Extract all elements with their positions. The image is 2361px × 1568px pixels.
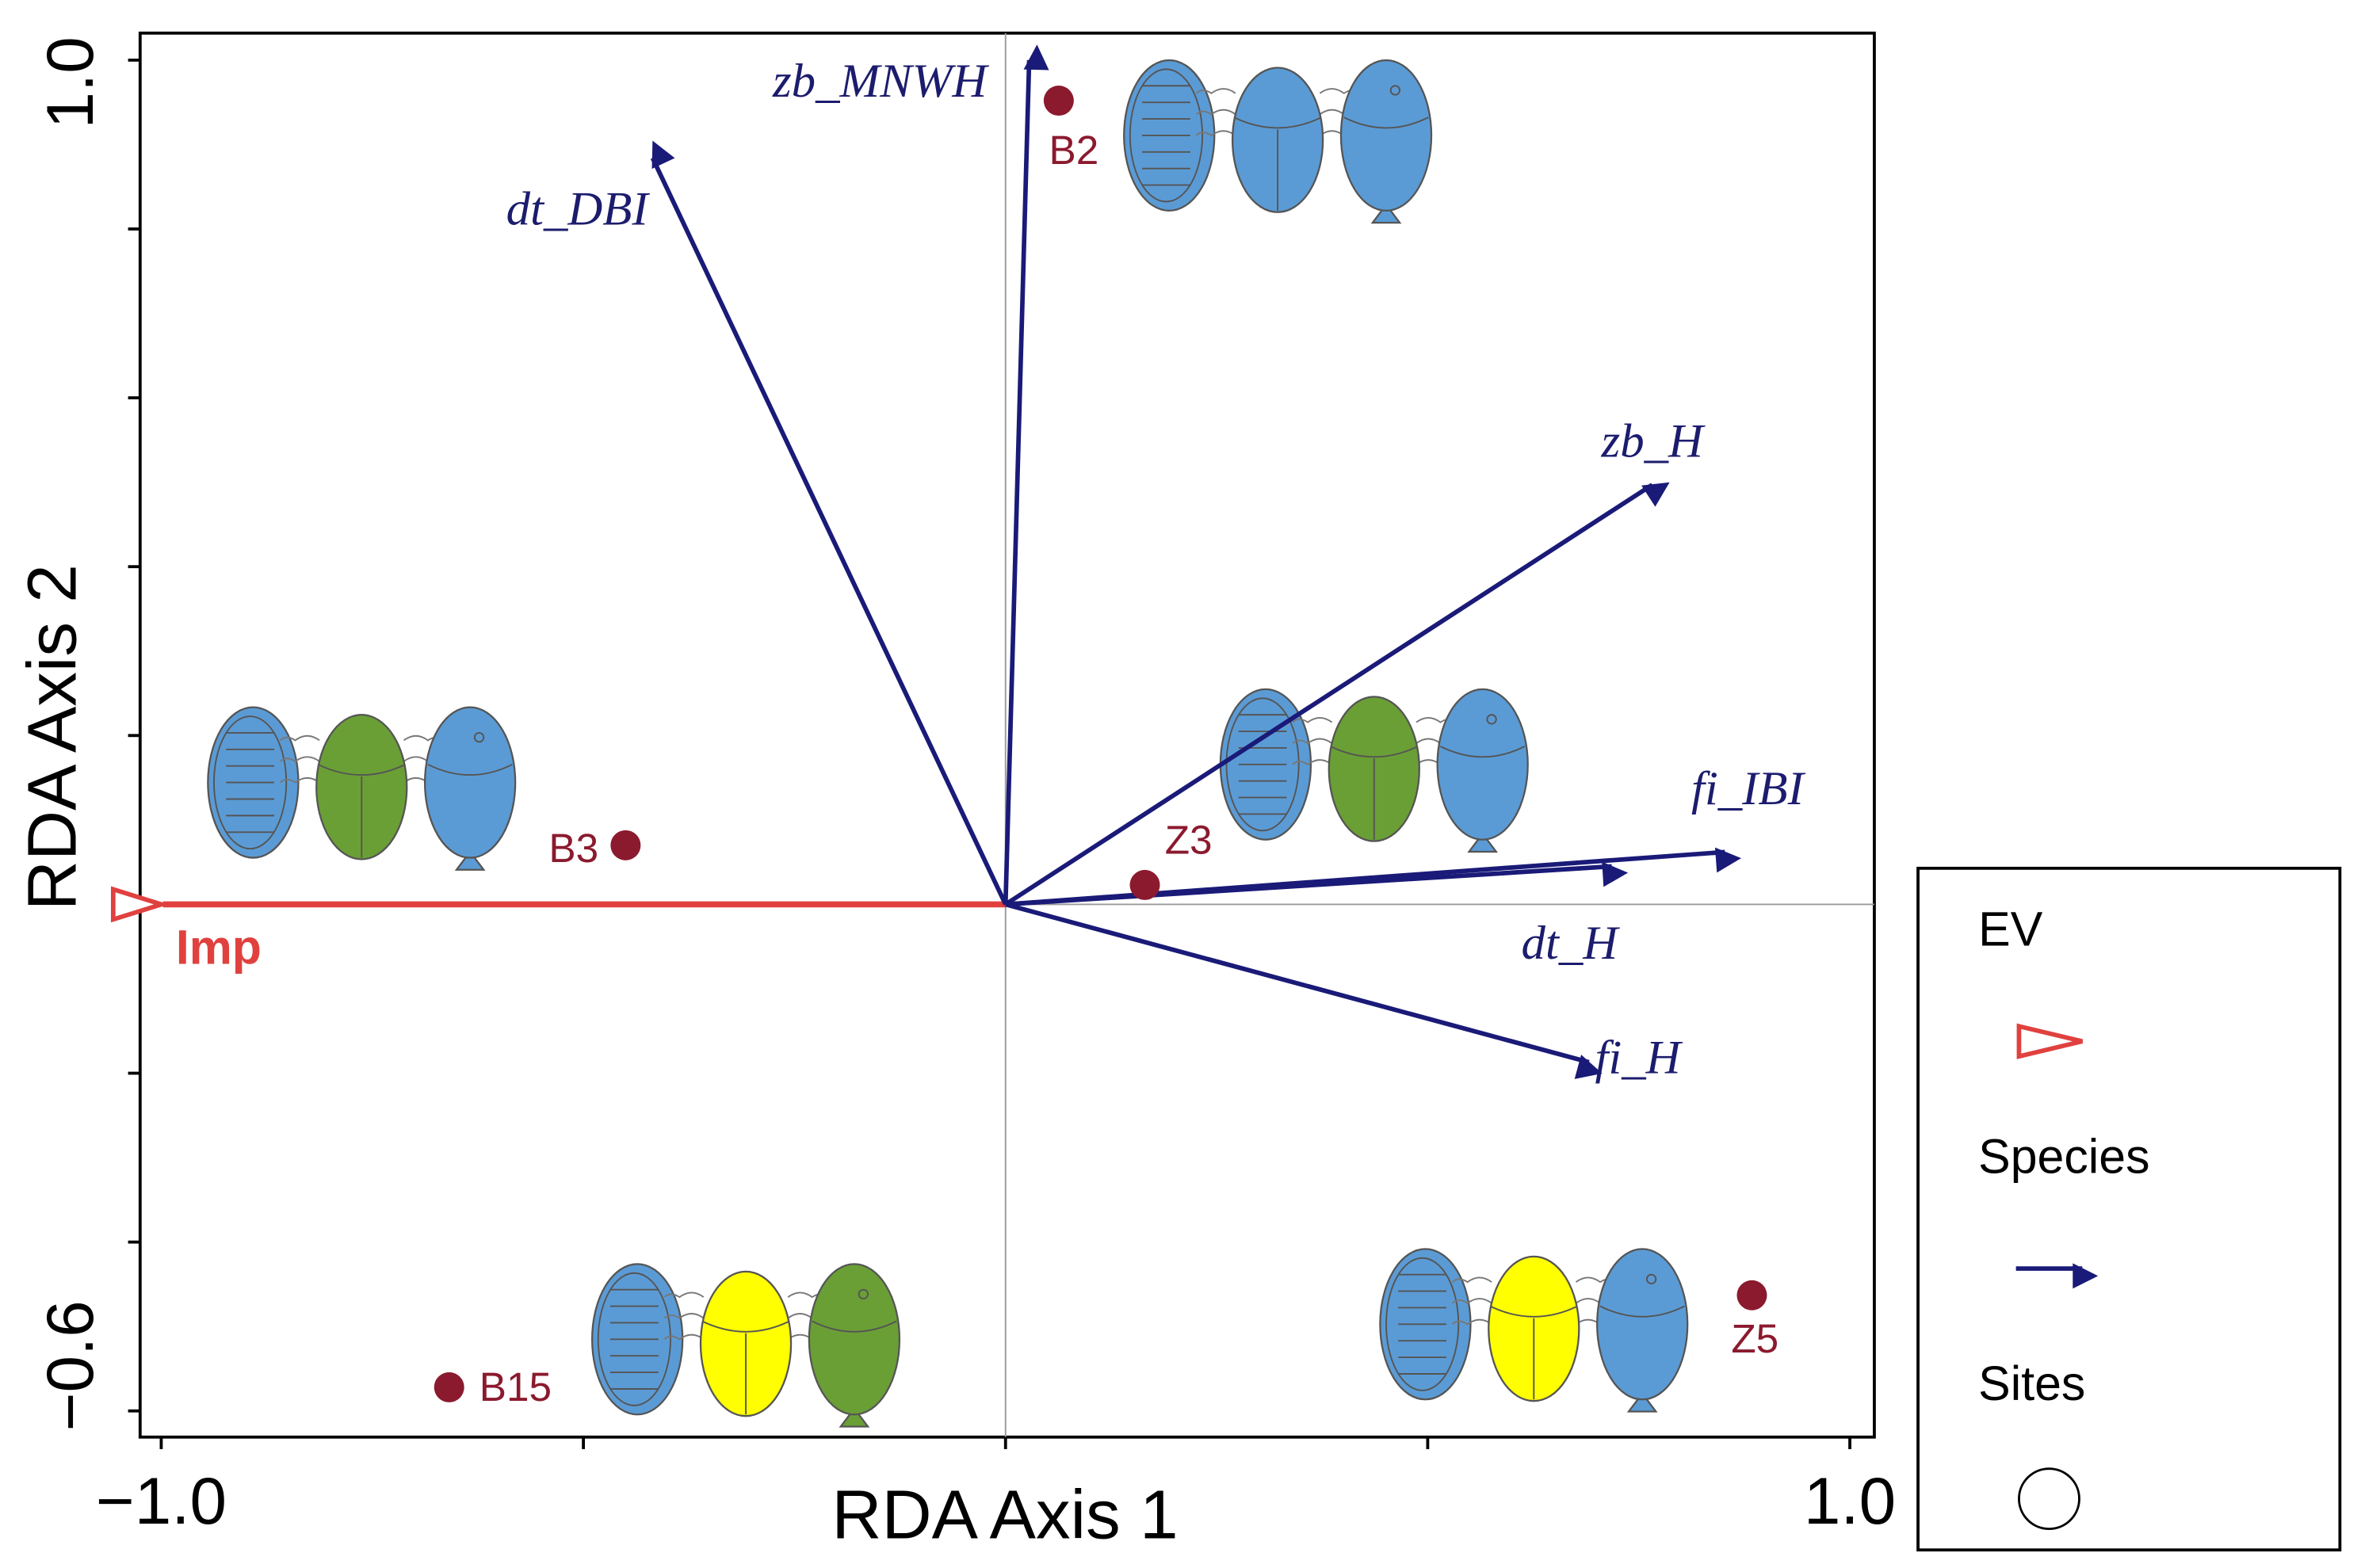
site-label: Z3 xyxy=(1165,817,1213,862)
y-tick-label: 1.0 xyxy=(32,36,107,128)
legend-symbol xyxy=(2018,1467,2080,1531)
icon-leg xyxy=(663,1333,705,1341)
species-label: dt_DBI xyxy=(506,183,651,236)
organism-icon xyxy=(663,1270,828,1417)
icon-eye xyxy=(1486,714,1497,725)
icon-line xyxy=(812,1320,897,1333)
site-label: B2 xyxy=(1049,128,1098,173)
site-label: B3 xyxy=(548,826,598,871)
legend-label: EV xyxy=(1978,902,2043,956)
icon-inner xyxy=(1225,697,1300,832)
site-point xyxy=(434,1372,464,1402)
icon-line xyxy=(701,1320,790,1415)
icon-eye xyxy=(1645,1273,1657,1284)
icon-leg xyxy=(663,1313,705,1319)
icon-body xyxy=(808,1263,901,1416)
organism-icon xyxy=(1596,1248,1689,1413)
organism-icon xyxy=(808,1263,901,1428)
site-point xyxy=(1129,869,1160,900)
site-point xyxy=(610,830,641,860)
icon-eye xyxy=(473,731,485,743)
icon-tail xyxy=(1370,203,1402,224)
icon-body xyxy=(1436,688,1529,841)
icon-line xyxy=(1440,746,1526,758)
site-label: B15 xyxy=(479,1364,552,1410)
legend-box xyxy=(1916,866,2342,1552)
icon-inner xyxy=(213,715,288,850)
icon-leg xyxy=(1451,1318,1492,1326)
y-tick-label: −0.6 xyxy=(32,1300,107,1431)
organism-icon xyxy=(590,1263,684,1416)
organism-icon xyxy=(207,706,300,859)
legend-label: Species xyxy=(1978,1129,2149,1183)
icon-leg xyxy=(1451,1276,1492,1284)
organism-icon xyxy=(1292,696,1457,842)
x-tick-label: 1.0 xyxy=(1804,1463,1896,1538)
organism-icon xyxy=(1451,1255,1616,1402)
icon-leg xyxy=(279,756,320,763)
icon-eye xyxy=(858,1288,869,1299)
organism-icon xyxy=(423,706,517,871)
icon-leg xyxy=(1195,109,1236,116)
icon-leg xyxy=(1292,716,1333,723)
icon-inner xyxy=(597,1272,671,1406)
icon-line xyxy=(1343,116,1429,129)
organism-icon xyxy=(1379,1248,1472,1401)
species-arrow xyxy=(1004,902,1603,1079)
icon-leg xyxy=(279,776,320,784)
legend-label: Sites xyxy=(1978,1356,2085,1410)
species-label: zb_H xyxy=(1601,414,1706,467)
site-label: Z5 xyxy=(1731,1316,1778,1361)
icon-leg xyxy=(1292,738,1333,745)
icon-leg xyxy=(663,1291,705,1299)
icon-tail xyxy=(1467,832,1499,853)
x-axis-label: RDA Axis 1 xyxy=(831,1475,1178,1553)
icon-leg xyxy=(1195,130,1236,137)
organism-icon xyxy=(1436,688,1529,853)
icon-tail xyxy=(1626,1391,1658,1413)
icon-body xyxy=(1339,59,1433,212)
icon-line xyxy=(1489,1305,1578,1400)
species-arrow xyxy=(1003,44,1049,905)
icon-leg xyxy=(279,734,320,742)
icon-tail xyxy=(454,850,486,871)
species-arrow xyxy=(1005,861,1629,907)
organism-icon xyxy=(1123,59,1216,212)
plot-frame xyxy=(138,31,1876,1439)
site-point xyxy=(1043,86,1074,116)
icon-inner xyxy=(1129,68,1204,203)
species-label: zb_MNWH xyxy=(772,55,989,108)
y-axis-label: RDA Axis 2 xyxy=(13,564,90,910)
icon-leg xyxy=(1292,759,1333,765)
icon-eye xyxy=(1389,85,1401,96)
legend-symbol xyxy=(2016,1023,2083,1059)
icon-line xyxy=(1330,746,1419,840)
site-point xyxy=(1736,1280,1767,1310)
species-arrow xyxy=(650,140,1008,906)
species-label: fi_IBI xyxy=(1691,762,1806,815)
ev-label: Imp xyxy=(176,920,262,974)
species-arrow xyxy=(1004,482,1670,906)
icon-leg xyxy=(1451,1298,1492,1304)
icon-leg xyxy=(1195,88,1236,94)
icon-body xyxy=(423,706,517,859)
x-tick-label: −1.0 xyxy=(96,1463,227,1538)
organism-icon xyxy=(1219,688,1312,841)
organism-icon xyxy=(279,713,444,860)
icon-inner xyxy=(1385,1257,1460,1391)
icon-tail xyxy=(839,1406,870,1428)
organism-icon xyxy=(1339,59,1433,224)
organism-icon xyxy=(1195,67,1360,213)
icon-line xyxy=(427,763,513,776)
icon-body xyxy=(1596,1248,1689,1401)
icon-line xyxy=(1599,1305,1685,1318)
icon-line xyxy=(1233,116,1322,211)
icon-line xyxy=(317,763,406,858)
species-label: fi_H xyxy=(1595,1032,1683,1085)
species-label: dt_H xyxy=(1522,917,1621,970)
